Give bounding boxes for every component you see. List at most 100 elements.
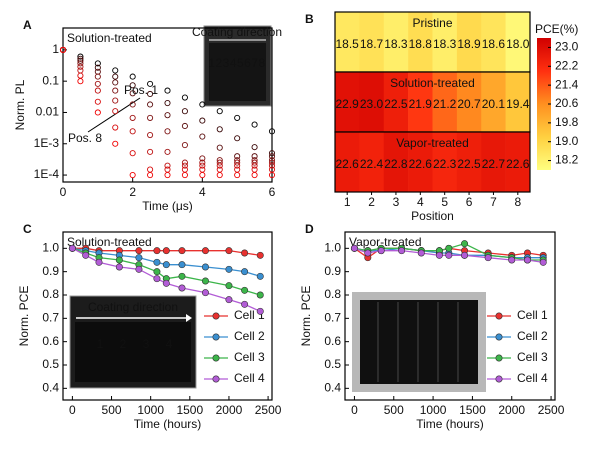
data-point <box>216 108 223 115</box>
x-tick-label: 8 <box>514 195 521 209</box>
legend-marker <box>495 333 503 341</box>
data-point <box>178 284 186 292</box>
x-tick-label: 5 <box>441 195 448 209</box>
y-tick-label: 0.5 <box>324 357 341 371</box>
data-point <box>199 101 206 108</box>
data-point <box>164 172 171 179</box>
data-point <box>112 97 119 104</box>
y-axis-label: Norm. PCE <box>299 286 313 347</box>
inset-label: 4 <box>166 337 173 351</box>
legend-marker <box>212 312 220 320</box>
cell-label: 22.5 <box>384 97 408 111</box>
data-point <box>377 247 385 255</box>
data-point <box>181 108 188 115</box>
data-point <box>115 263 123 271</box>
data-point <box>162 261 170 269</box>
data-point <box>181 94 188 101</box>
legend-marker <box>495 375 503 383</box>
heatmap-cell <box>408 12 433 73</box>
cell-label: 22.9 <box>336 97 360 111</box>
data-point <box>256 251 264 259</box>
inset-film <box>209 43 266 101</box>
data-point <box>225 247 233 255</box>
cell-label: 22.6 <box>506 157 530 171</box>
row-title: Pristine <box>412 16 452 30</box>
data-point <box>201 263 209 271</box>
data-point <box>115 256 123 264</box>
data-point <box>350 244 358 252</box>
data-point <box>225 265 233 273</box>
data-point <box>181 122 188 130</box>
data-point <box>94 80 101 87</box>
heatmap-cell <box>359 12 385 73</box>
y-tick-label: 0.1 <box>42 73 59 87</box>
legend-label: Cell 2 <box>234 329 265 343</box>
data-point <box>241 249 249 257</box>
data-point <box>94 64 101 71</box>
x-tick-label: 7 <box>490 195 497 209</box>
cell-label: 22.3 <box>433 157 457 171</box>
y-tick-label: 0.7 <box>42 311 59 325</box>
heatmap-cell <box>359 72 385 133</box>
x-tick-label: 500 <box>102 403 122 417</box>
chart-title: Solution-treated <box>67 31 152 45</box>
colorbar-title: PCE(%) <box>535 22 578 36</box>
y-tick-label: 0.6 <box>324 334 341 348</box>
panel-label: C <box>23 222 32 236</box>
x-tick-label: 0 <box>69 403 76 417</box>
data-point <box>147 166 154 173</box>
data-point <box>234 166 241 173</box>
heatmap-cell <box>408 72 433 133</box>
colorbar <box>537 38 551 170</box>
colorbar-tick-label: 19.0 <box>555 134 579 148</box>
data-point <box>164 112 171 119</box>
data-point <box>251 159 258 166</box>
heatmap-cell <box>383 12 409 73</box>
data-point <box>77 55 84 62</box>
data-point <box>129 128 136 135</box>
data-point <box>135 247 143 255</box>
panel-label: A <box>23 18 32 32</box>
x-axis-label: Time (μs) <box>142 199 192 213</box>
data-point <box>435 251 443 259</box>
colorbar-tick-label: 23.0 <box>555 40 579 54</box>
data-point <box>164 162 171 169</box>
data-point <box>199 133 206 140</box>
data-point <box>153 258 161 266</box>
heatmap-cell <box>432 72 458 133</box>
data-point <box>77 57 84 64</box>
x-tick-label: 3 <box>393 195 400 209</box>
colorbar-tick-label: 18.2 <box>555 153 579 167</box>
legend-label: Cell 4 <box>517 371 548 385</box>
annotation: Pos. 1 <box>124 83 158 97</box>
y-tick-label: 1E-3 <box>34 136 60 150</box>
data-point <box>147 148 154 155</box>
data-point <box>129 101 136 108</box>
cell-label: 18.6 <box>482 37 506 51</box>
y-tick-label: 0.4 <box>42 381 59 395</box>
cell-label: 19.4 <box>506 97 530 111</box>
data-point <box>112 73 119 80</box>
data-point <box>268 172 276 179</box>
cell-label: 20.1 <box>482 97 506 111</box>
legend-label: Cell 3 <box>517 350 548 364</box>
data-point <box>95 258 103 266</box>
data-point <box>153 268 161 276</box>
cell-label: 22.6 <box>409 157 433 171</box>
row-frame <box>334 131 531 193</box>
legend-marker <box>495 354 503 362</box>
data-point <box>147 90 154 98</box>
data-point <box>178 247 186 255</box>
y-tick-label: 0.7 <box>324 311 341 325</box>
data-point <box>251 162 258 169</box>
data-point <box>135 265 143 273</box>
y-axis-label: Norm. PCE <box>17 286 31 347</box>
panel-label: B <box>305 12 314 26</box>
data-point <box>508 256 516 264</box>
data-point <box>77 53 84 60</box>
x-tick-label: 0 <box>60 185 67 199</box>
cell-label: 21.9 <box>409 97 433 111</box>
x-tick-label: 2500 <box>538 403 565 417</box>
row-title: Vapor-treated <box>396 136 469 150</box>
data-point <box>461 251 469 259</box>
